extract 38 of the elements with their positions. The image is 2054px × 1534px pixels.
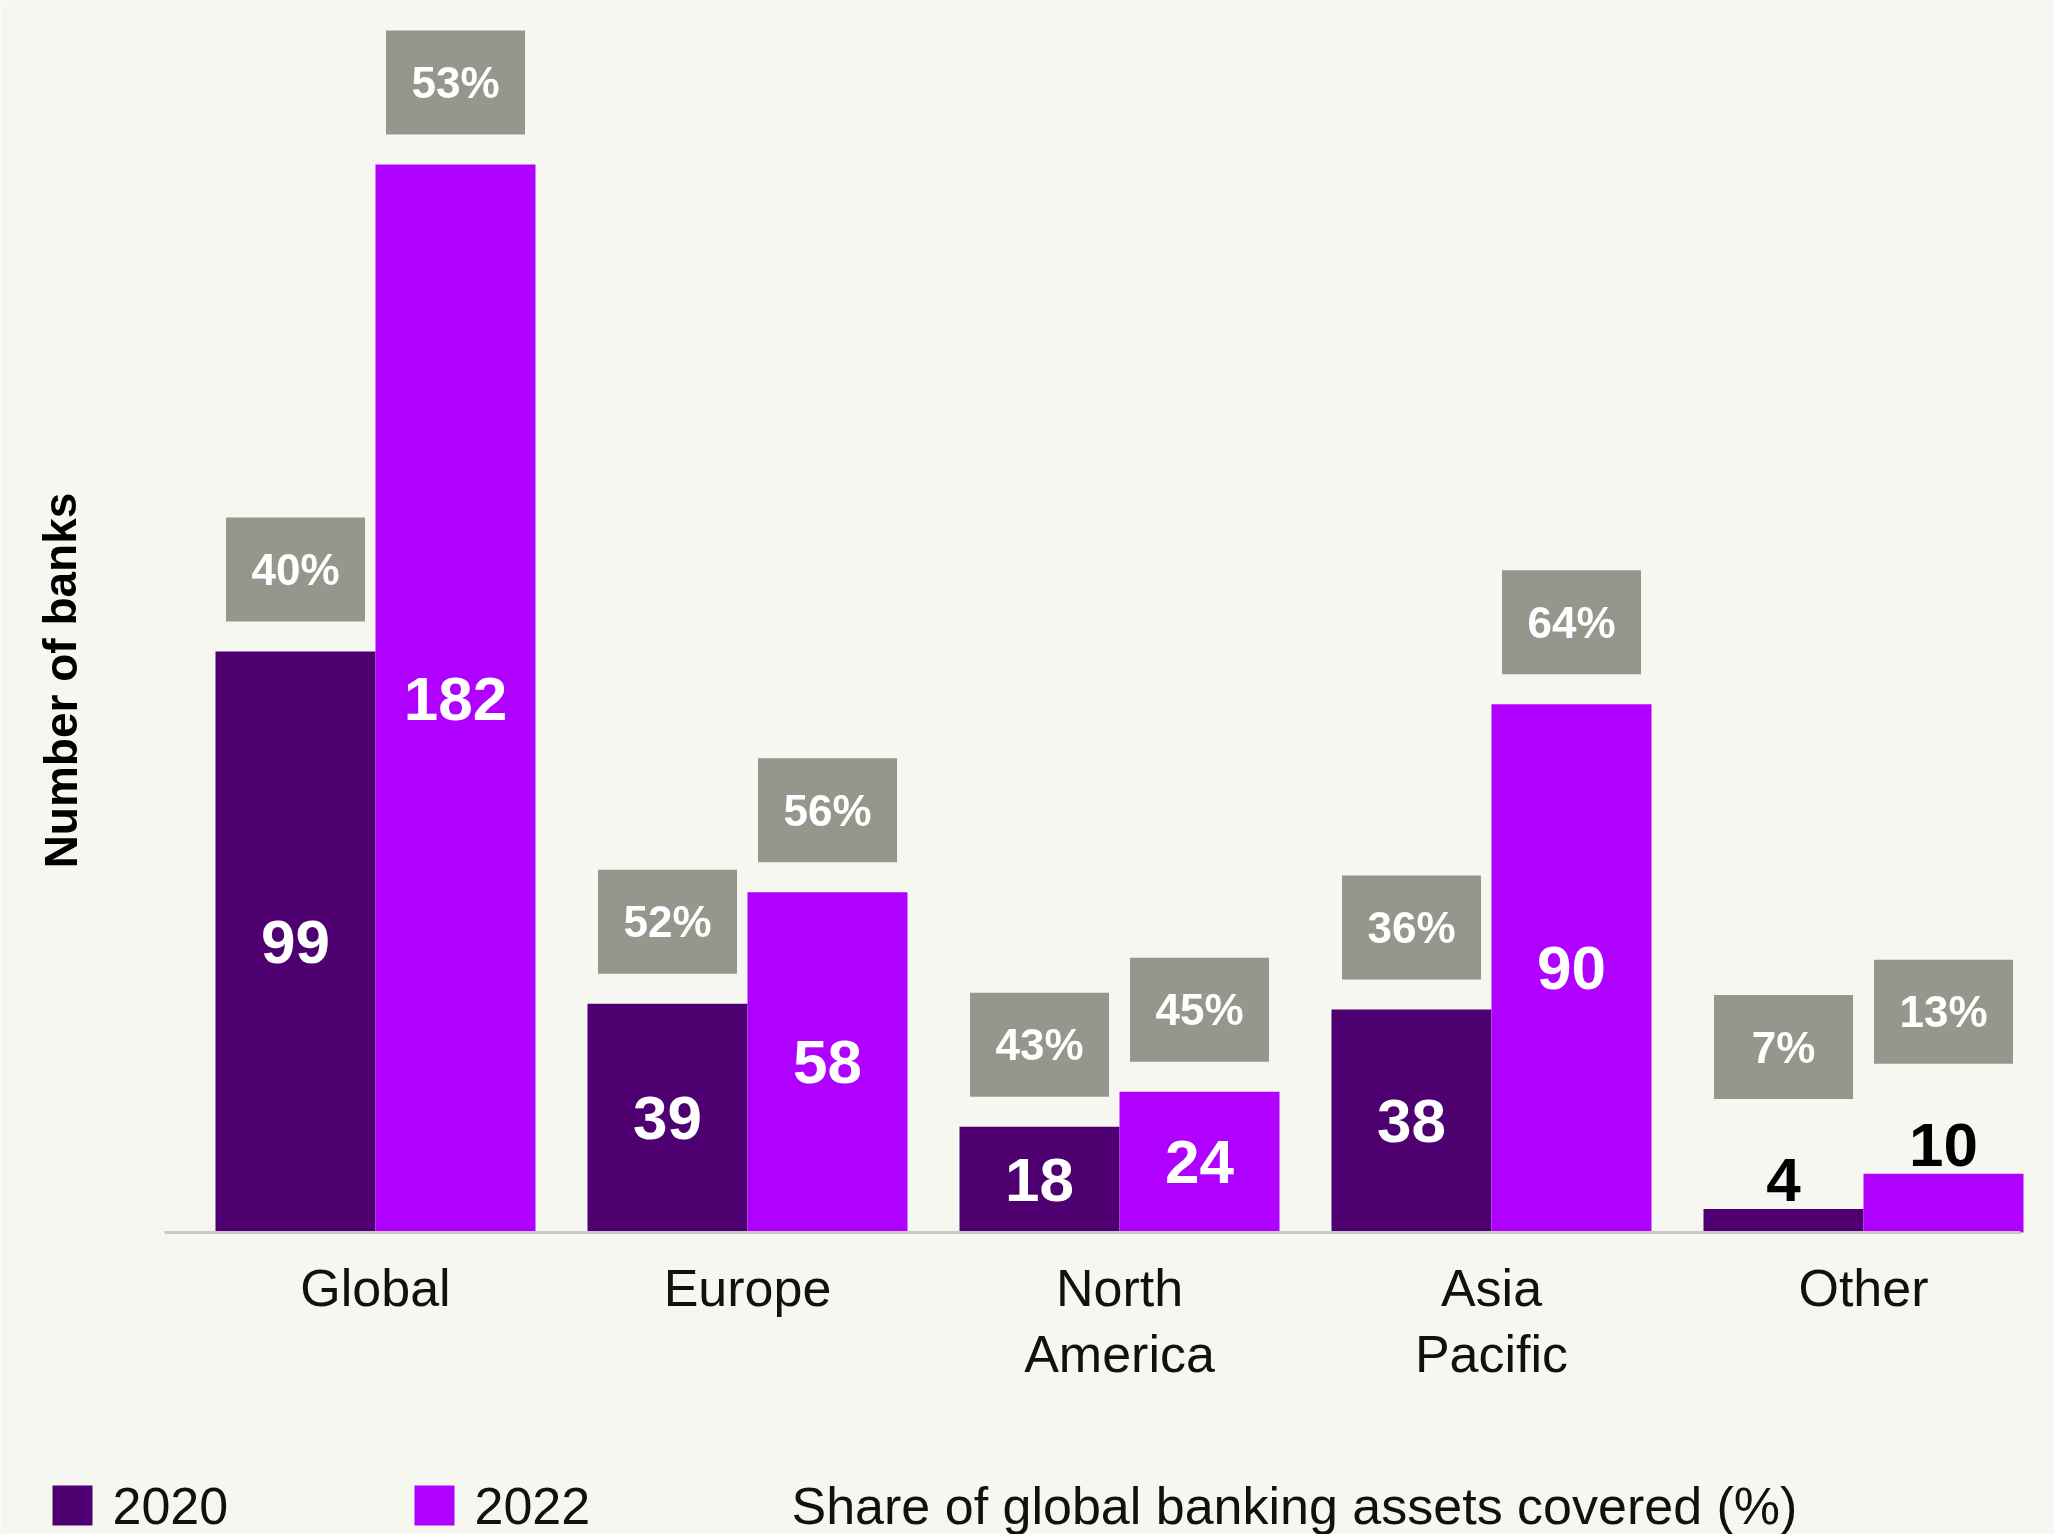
bar <box>587 1003 748 1233</box>
data-label: 38 <box>1377 1086 1446 1156</box>
x-tick-label: North America <box>1024 1258 1215 1384</box>
annotation: 52% <box>623 897 712 947</box>
annotation: 45% <box>1155 985 1244 1035</box>
annotation: 43% <box>995 1020 1084 1070</box>
annotation: 56% <box>783 785 872 835</box>
data-label: 39 <box>633 1083 702 1153</box>
bar <box>1331 1009 1492 1233</box>
data-label: 4 <box>1766 1145 1802 1215</box>
bar <box>215 651 376 1233</box>
data-label: 24 <box>1165 1127 1235 1197</box>
data-label: 99 <box>261 907 330 977</box>
annotation: 40% <box>251 545 340 595</box>
bar <box>1119 1091 1280 1233</box>
x-tick-label: Other <box>1798 1258 1929 1317</box>
x-tick-label: Global <box>300 1258 451 1317</box>
text: 53% <box>411 58 500 107</box>
bar <box>1703 1209 1864 1233</box>
bar <box>747 892 908 1233</box>
y-axis-title: Number of banks <box>34 492 87 869</box>
x-tick-label: Europe <box>663 1258 832 1317</box>
bar <box>375 164 536 1233</box>
data-label: 18 <box>1005 1144 1074 1214</box>
annotation: 13% <box>1899 987 1988 1037</box>
legend-label: 2020 <box>112 1476 229 1534</box>
data-label: 10 <box>1909 1109 1978 1179</box>
data-label: 90 <box>1537 933 1606 1003</box>
annotation: 7% <box>1751 1022 1816 1072</box>
annotation: 36% <box>1367 903 1456 953</box>
annotation: 64% <box>1527 597 1616 647</box>
x-tick-label: Asia Pacific <box>1414 1258 1569 1384</box>
text: Share of global banking assets covered (%) <box>791 1476 1798 1534</box>
data-label: 58 <box>793 1027 862 1097</box>
bar <box>1491 704 1652 1233</box>
legend-label: 2022 <box>474 1476 591 1534</box>
data-label: 182 <box>403 663 508 733</box>
bar <box>1863 1173 2024 1233</box>
